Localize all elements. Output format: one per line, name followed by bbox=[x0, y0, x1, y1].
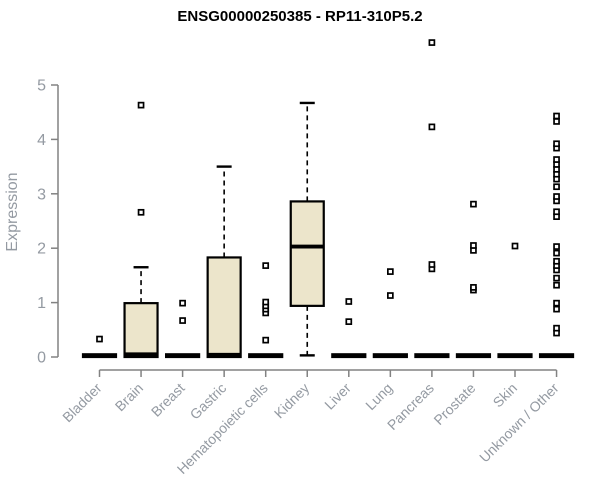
outlier-point bbox=[553, 324, 560, 332]
outlier-point bbox=[470, 200, 477, 208]
chart-title: ENSG00000250385 - RP11-310P5.2 bbox=[177, 8, 423, 25]
outlier-point bbox=[96, 335, 103, 343]
outlier-point bbox=[553, 299, 560, 307]
outlier-point bbox=[137, 101, 145, 109]
outlier-point bbox=[428, 39, 436, 46]
outlier-point bbox=[553, 156, 560, 163]
box-gastric bbox=[206, 256, 242, 359]
outlier-point bbox=[262, 298, 270, 306]
x-tick-label: Liver bbox=[321, 380, 354, 413]
outlier-point bbox=[553, 249, 560, 257]
outlier-point bbox=[179, 317, 186, 324]
y-tick-label: 4 bbox=[37, 132, 46, 149]
outlier-point bbox=[345, 318, 353, 325]
x-tick-label: Brain bbox=[112, 380, 146, 414]
outlier-point bbox=[553, 243, 560, 250]
outlier-point bbox=[553, 208, 560, 216]
outlier-point bbox=[387, 268, 394, 275]
outlier-point bbox=[553, 281, 560, 289]
outlier-point bbox=[553, 112, 560, 120]
y-tick-label: 5 bbox=[37, 78, 46, 95]
outlier-point bbox=[470, 242, 477, 249]
y-tick-label: 0 bbox=[37, 350, 46, 367]
outlier-point bbox=[387, 292, 394, 299]
outlier-point bbox=[553, 193, 560, 200]
x-tick-label: Bladder bbox=[59, 380, 105, 426]
outlier-point bbox=[137, 208, 145, 216]
box-brain bbox=[123, 302, 159, 359]
outlier-point bbox=[262, 336, 270, 344]
outlier-point bbox=[553, 274, 560, 282]
y-tick-label: 2 bbox=[37, 241, 46, 258]
x-tick-label: Prostate bbox=[430, 380, 478, 428]
outlier-point bbox=[553, 140, 560, 148]
outlier-point bbox=[428, 123, 436, 131]
outlier-point bbox=[553, 305, 560, 313]
x-tick-label: Kidney bbox=[271, 380, 313, 422]
y-tick-label: 1 bbox=[37, 295, 46, 312]
x-tick-label: Skin bbox=[490, 380, 521, 411]
outlier-point bbox=[553, 257, 560, 265]
outlier-point bbox=[553, 118, 560, 125]
outlier-point bbox=[511, 242, 519, 250]
outlier-point bbox=[470, 284, 477, 291]
y-tick-label: 3 bbox=[37, 186, 46, 203]
x-tick-label: Unknown / Other bbox=[476, 380, 562, 466]
outlier-point bbox=[262, 262, 270, 269]
box-kidney bbox=[289, 200, 325, 307]
outlier-point bbox=[345, 298, 353, 305]
outlier-point bbox=[553, 183, 560, 191]
outlier-point bbox=[179, 299, 186, 307]
x-tick-label: Lung bbox=[362, 380, 395, 413]
x-tick-label: Breast bbox=[148, 380, 188, 420]
outlier-point bbox=[428, 261, 436, 268]
